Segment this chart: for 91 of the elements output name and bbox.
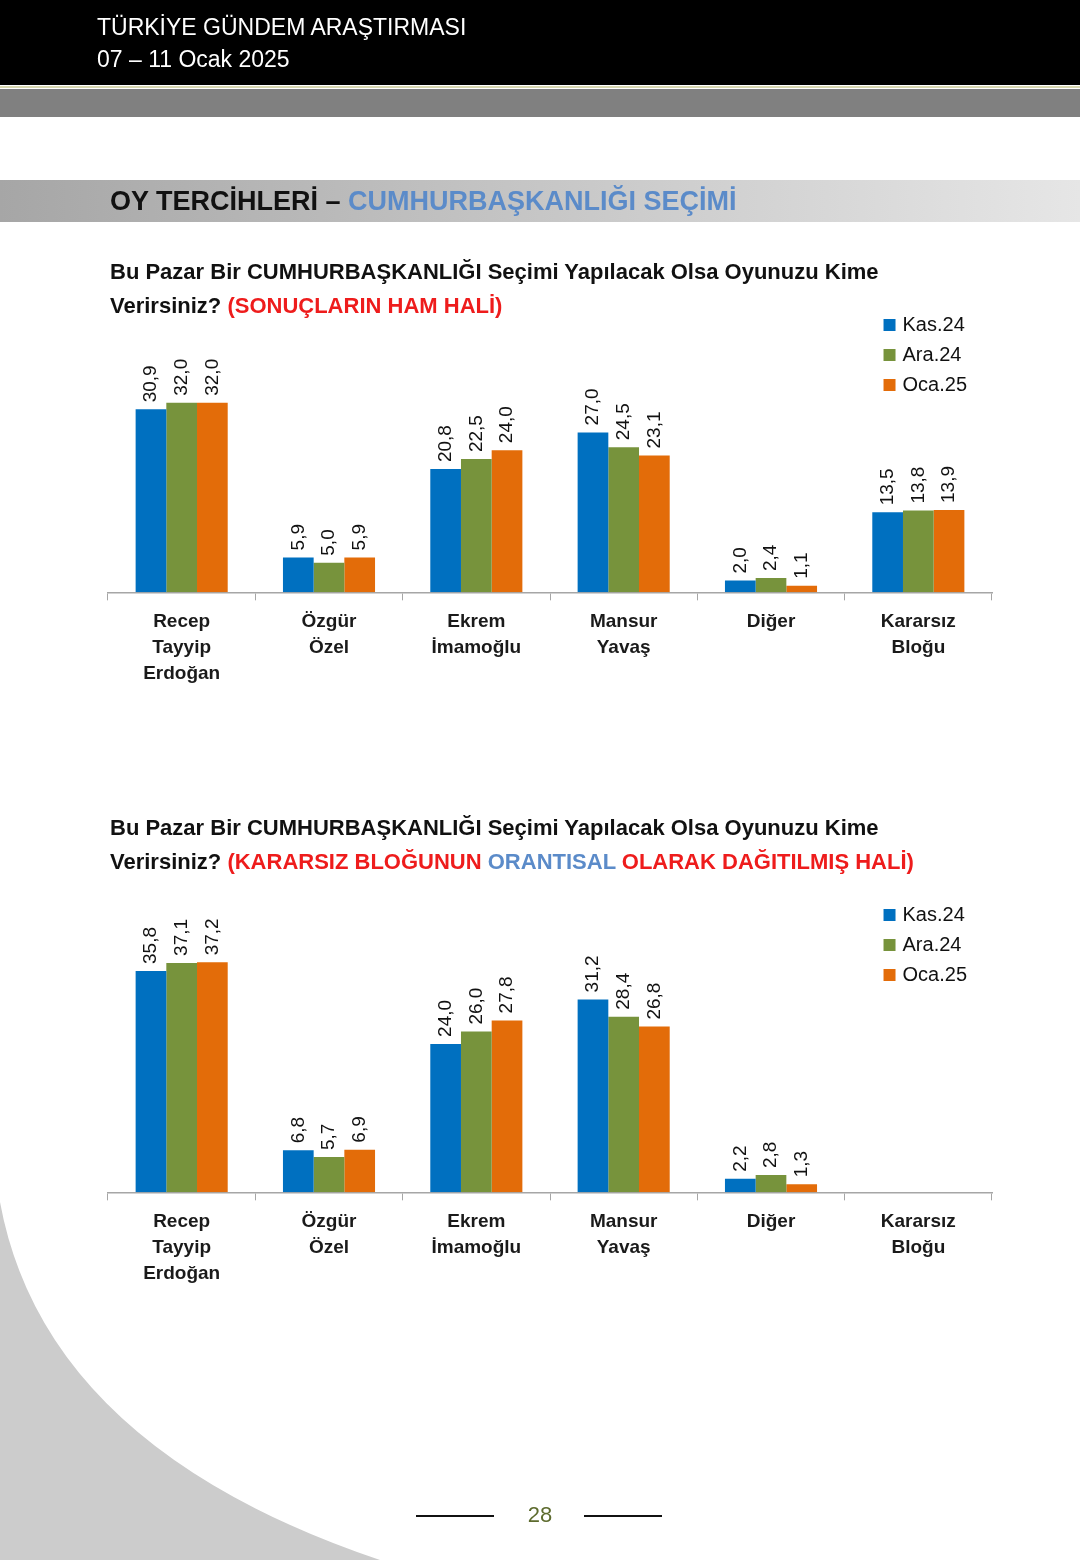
data-label: 5,7 <box>317 1123 339 1151</box>
bar <box>608 447 640 593</box>
bar <box>724 580 756 593</box>
x-tick-label: Mansur Yavaş <box>589 609 659 657</box>
legend-label: Oca.25 <box>902 372 967 395</box>
bar <box>639 1026 670 1193</box>
data-label: 26,0 <box>464 987 486 1025</box>
x-tick-label: Diğer <box>746 1209 796 1231</box>
bar <box>344 557 376 593</box>
data-label: 22,5 <box>464 415 486 453</box>
bar <box>313 562 345 593</box>
bar <box>872 512 903 593</box>
bar <box>902 510 934 593</box>
bar <box>197 962 228 1193</box>
bar <box>491 450 523 593</box>
data-label: 27,0 <box>581 388 603 426</box>
data-label: 5,9 <box>347 523 369 551</box>
bar <box>135 970 167 1193</box>
data-label: 24,0 <box>433 999 455 1037</box>
data-label: 5,0 <box>317 529 339 556</box>
legend-label: Ara.24 <box>902 932 962 955</box>
bar <box>344 1149 376 1193</box>
data-label: 32,0 <box>169 358 191 396</box>
text: TÜRKİYE GÜNDEM ARAŞTIRMASI <box>97 13 467 42</box>
bar <box>282 1150 314 1193</box>
bar <box>430 469 461 593</box>
x-tick-label: Kararsız Bloğu <box>880 1209 956 1257</box>
data-label: 35,8 <box>139 926 161 964</box>
text: 07 – 11 Ocak 2025 <box>97 45 290 74</box>
bar <box>313 1157 345 1193</box>
x-tick-label: Ekrem İmamoğlu <box>431 609 522 657</box>
bar <box>639 455 670 593</box>
bar <box>577 432 609 593</box>
data-label: 32,0 <box>200 358 222 396</box>
data-label: 2,2 <box>728 1145 750 1172</box>
bar <box>135 409 167 593</box>
bar <box>491 1020 523 1193</box>
bar <box>786 1184 818 1193</box>
data-label: 2,8 <box>759 1141 781 1169</box>
chart-subtitle: (KARARSIZ BLOĞUNUN ORANTISAL OLARAK DAĞITILMIŞ HALİ) <box>227 849 914 874</box>
data-label: 20,8 <box>433 425 455 463</box>
text: CUMHURBAŞKANLIĞI SEÇİMİ <box>347 186 737 216</box>
bar <box>166 402 198 593</box>
bar <box>460 1031 492 1193</box>
data-label: 13,8 <box>906 466 928 504</box>
bar <box>933 510 965 593</box>
x-tick-label: Diğer <box>746 609 796 631</box>
data-label: 28,4 <box>611 972 633 1010</box>
data-label: 26,8 <box>642 982 664 1020</box>
text: OY TERCİHLERİ – <box>110 186 341 216</box>
data-label: 13,5 <box>875 468 897 506</box>
data-label: 1,1 <box>789 552 811 579</box>
text: 28 <box>526 1502 554 1528</box>
data-label: 23,1 <box>642 411 664 449</box>
x-tick-label: Özgür Özel <box>301 1209 358 1257</box>
data-label: 2,0 <box>728 547 750 574</box>
bar <box>197 402 228 593</box>
data-label: 30,9 <box>139 365 161 403</box>
bar <box>460 459 492 593</box>
x-tick-label: Recep Tayyip Erdoğan <box>143 609 221 684</box>
legend-label: Kas.24 <box>902 902 965 925</box>
legend-label: Oca.25 <box>902 962 967 985</box>
data-label: 24,0 <box>495 406 517 444</box>
data-label: 1,3 <box>789 1150 811 1178</box>
bar <box>608 1016 640 1193</box>
bar <box>282 557 314 593</box>
data-label: 24,5 <box>611 403 633 441</box>
data-label: 37,1 <box>169 918 191 956</box>
legend-label: Ara.24 <box>902 342 962 365</box>
data-label: 37,2 <box>200 918 222 956</box>
data-label: 5,9 <box>286 523 308 551</box>
data-label: 13,9 <box>937 466 959 503</box>
chart-subtitle: (SONUÇLARIN HAM HALİ) <box>227 293 503 318</box>
x-tick-label: Özgür Özel <box>301 609 358 657</box>
bar <box>724 1178 756 1193</box>
bar <box>755 1175 787 1193</box>
data-label: 2,4 <box>759 544 781 572</box>
data-label: 6,9 <box>347 1116 369 1143</box>
data-label: 31,2 <box>581 955 603 993</box>
bar <box>577 999 609 1193</box>
bar <box>786 585 818 593</box>
x-tick-label: Mansur Yavaş <box>589 1209 659 1257</box>
bar <box>755 578 787 593</box>
x-tick-label: Kararsız Bloğu <box>880 609 956 657</box>
bar <box>166 962 198 1193</box>
x-tick-label: Ekrem İmamoğlu <box>431 1209 522 1257</box>
x-tick-label: Recep Tayyip Erdoğan <box>143 1209 221 1284</box>
bar <box>430 1043 461 1193</box>
data-label: 27,8 <box>495 976 517 1014</box>
data-label: 6,8 <box>286 1116 308 1144</box>
legend-label: Kas.24 <box>902 312 965 335</box>
